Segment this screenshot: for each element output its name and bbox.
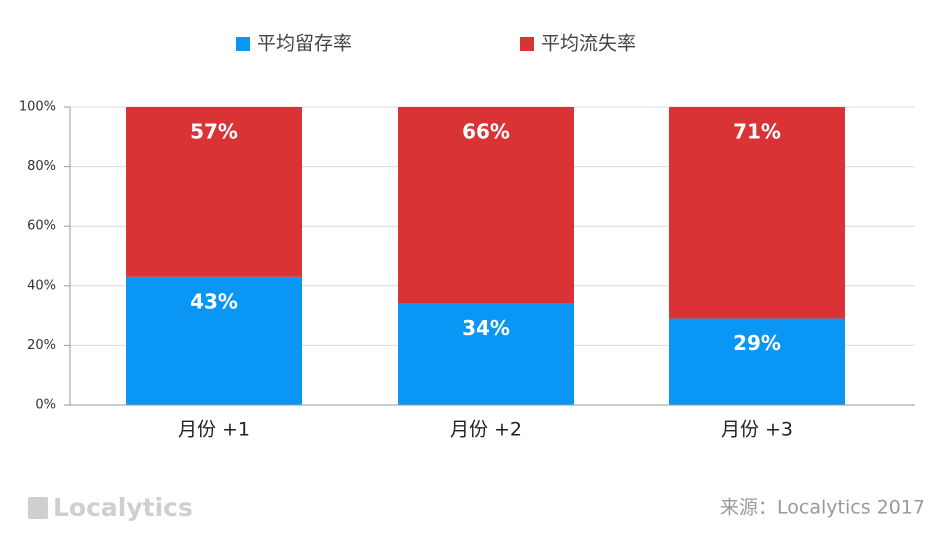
legend-label: 平均留存率 xyxy=(257,33,352,55)
value-label: 66% xyxy=(462,120,510,144)
legend-swatch xyxy=(520,37,534,51)
value-label: 71% xyxy=(733,120,781,144)
x-tick-label: 月份 +2 xyxy=(450,419,522,441)
logo-icon xyxy=(28,497,48,519)
y-tick-label: 20% xyxy=(27,338,56,353)
value-label: 29% xyxy=(733,331,781,355)
y-tick-label: 100% xyxy=(19,100,56,115)
x-tick-label: 月份 +1 xyxy=(178,419,250,441)
bar-segment xyxy=(398,303,574,405)
source: 来源：Localytics 2017 xyxy=(720,497,925,519)
y-tick-label: 40% xyxy=(27,278,56,293)
bar-segment xyxy=(126,276,302,405)
legend-swatch xyxy=(236,37,250,51)
bar-segment xyxy=(669,107,845,319)
value-label: 43% xyxy=(190,289,238,313)
logo: Localytics xyxy=(28,493,193,522)
value-label: 57% xyxy=(190,120,238,144)
y-tick-label: 80% xyxy=(27,159,56,174)
x-tick-label: 月份 +3 xyxy=(721,419,793,441)
value-label: 34% xyxy=(462,316,510,340)
legend-label: 平均流失率 xyxy=(541,33,636,55)
bar-segment xyxy=(126,107,302,277)
bar-segment xyxy=(669,318,845,405)
y-tick-label: 60% xyxy=(27,219,56,234)
y-tick-label: 0% xyxy=(35,398,56,413)
logo-text: Localytics xyxy=(53,493,193,522)
bar-segment xyxy=(398,107,574,304)
